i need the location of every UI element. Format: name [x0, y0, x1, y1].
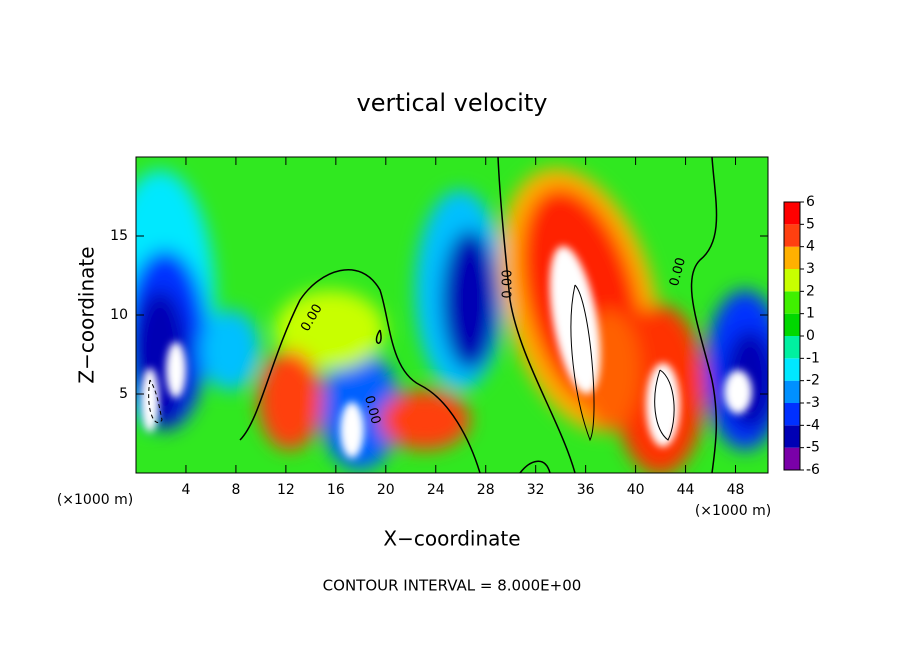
- colorbar-segment: [784, 336, 800, 359]
- x-tick-label: 28: [477, 482, 495, 498]
- colorbar-tick-label: 4: [806, 239, 815, 255]
- colorbar-tick-label: -1: [806, 350, 820, 366]
- colorbar-segment: [784, 246, 800, 269]
- colorbar-tick-label: 6: [806, 194, 815, 210]
- colorbar-tick-label: 1: [806, 306, 815, 322]
- x-tick-label: 32: [527, 482, 545, 498]
- colorbar-segment: [784, 291, 800, 314]
- x-tick-label: 20: [377, 482, 395, 498]
- colorbar-segment: [784, 447, 800, 470]
- x-unit-label: (×1000 m): [695, 503, 771, 519]
- x-axis-label: X−coordinate: [383, 527, 520, 551]
- colorbar-tick-label: 3: [806, 261, 815, 277]
- colorbar-tick-label: 0: [806, 328, 815, 344]
- contour-interval: CONTOUR INTERVAL = 8.000E+00: [323, 577, 582, 595]
- colorbar-segment: [784, 202, 800, 225]
- x-tick-label: 4: [181, 482, 190, 498]
- y-tick-label: 10: [110, 307, 128, 323]
- colorbar-segment: [784, 313, 800, 336]
- contour-field: [136, 157, 768, 473]
- x-unit-label: (×1000 m): [57, 492, 133, 508]
- x-tick-label: 48: [727, 482, 745, 498]
- colorbar-tick-label: 5: [806, 216, 815, 232]
- colorbar-tick-label: -5: [806, 440, 820, 456]
- colorbar-tick-label: -3: [806, 395, 820, 411]
- colorbar-segment: [784, 425, 800, 448]
- x-tick-label: 40: [627, 482, 645, 498]
- chart-title: vertical velocity: [357, 89, 548, 117]
- colorbar-segment: [784, 224, 800, 247]
- x-tick-label: 8: [231, 482, 240, 498]
- x-tick-label: 12: [277, 482, 295, 498]
- x-tick-label: 44: [677, 482, 695, 498]
- colorbar-segment: [784, 358, 800, 381]
- contour-label: 0.00: [501, 270, 516, 299]
- colorbar-segment: [784, 380, 800, 403]
- colorbar-tick-label: -6: [806, 462, 820, 478]
- colorbar-tick-label: -2: [806, 373, 820, 389]
- colorbar-segment: [784, 403, 800, 426]
- contour-label: 0.00: [667, 256, 689, 288]
- colorbar-segment: [784, 269, 800, 292]
- y-tick-label: 15: [110, 228, 128, 244]
- y-axis-label: Z−coordinate: [75, 246, 99, 383]
- y-tick-label: 5: [119, 386, 128, 402]
- x-tick-label: 36: [577, 482, 595, 498]
- x-tick-label: 16: [327, 482, 345, 498]
- x-tick-label: 24: [427, 482, 445, 498]
- colorbar-tick-label: 2: [806, 283, 815, 299]
- contour-label: 0.00: [361, 394, 383, 426]
- colorbar-tick-label: -4: [806, 417, 820, 433]
